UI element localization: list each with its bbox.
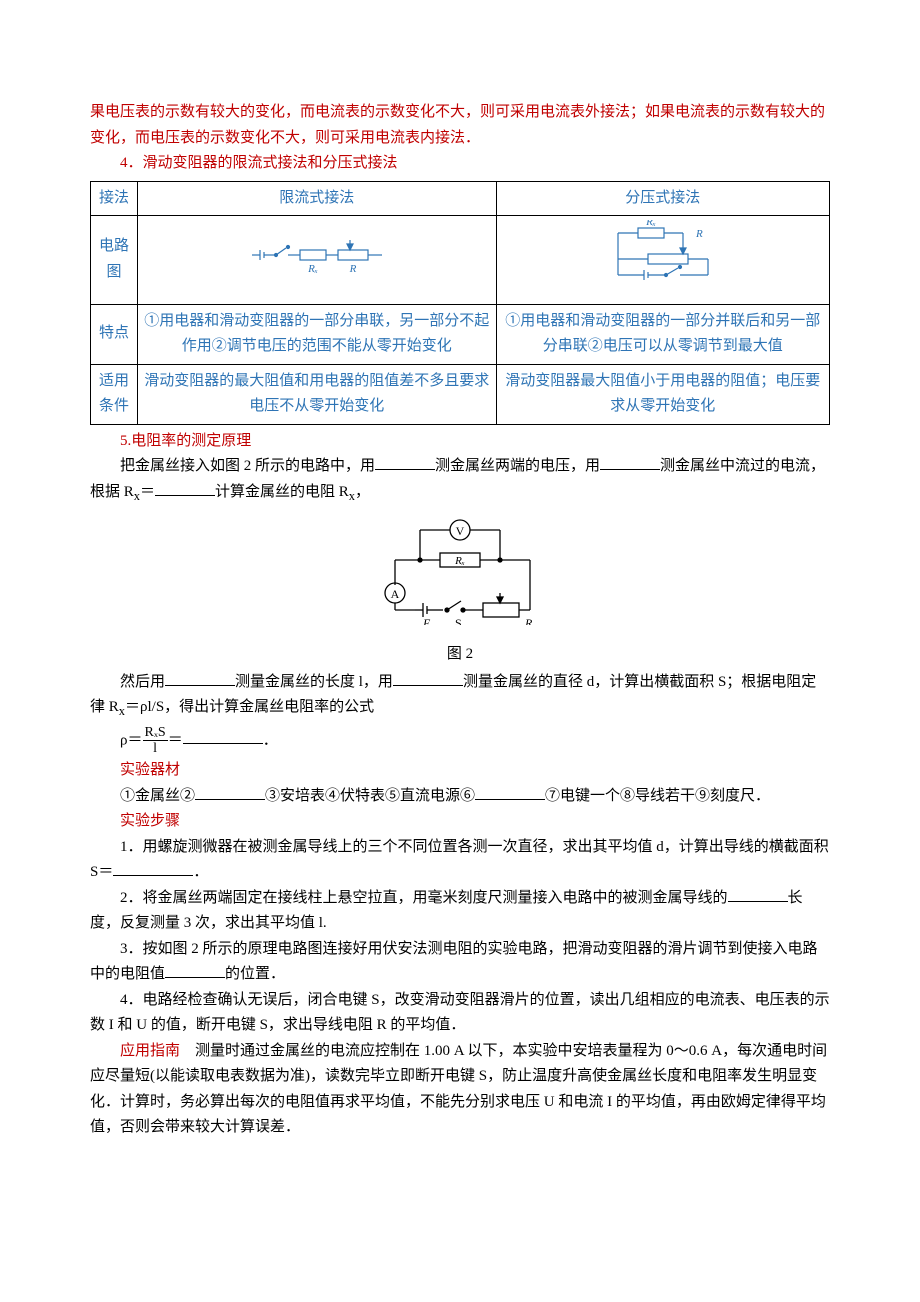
equip-b: ③安培表④伏特表⑤直流电源⑥ (265, 788, 475, 804)
principle-p2: 然后用测量金属丝的长度 l，用测量金属丝的直径 d，计算出横截面积 S；根据电阻… (90, 670, 830, 723)
table-row-conditions: 适用条件 滑动变阻器的最大阻值和用电器的阻值差不多且要求电压不从零开始变化 滑动… (91, 364, 830, 424)
application-guide: 应用指南 测量时通过金属丝的电流应控制在 1.00 A 以下，本实验中安培表量程… (90, 1039, 830, 1141)
svg-text:Rₓ: Rₓ (645, 220, 656, 228)
step-4: 4．电路经检查确认无误后，闭合电键 S，改变滑动变阻器滑片的位置，读出几组相应的… (90, 988, 830, 1039)
step-1: 1．用螺旋测微器在被测金属导线上的三个不同位置各测一次直径，求出其平均值 d，计… (90, 835, 830, 886)
th-current-limiting: 限流式接法 (137, 181, 496, 216)
p6d: ＝ρl/S，得出计算金属丝电阻率的公式 (125, 699, 374, 715)
equipment-list: ①金属丝② ③安培表④伏特表⑤直流电源⑥ ⑦电键一个⑧导线若干⑨刻度尺． (90, 784, 830, 810)
formula-eq: ＝ (168, 732, 183, 748)
step-3: 3．按如图 2 所示的原理电路图连接好用伏安法测电阻的实验电路，把滑动变阻器的滑… (90, 937, 830, 988)
p6b: 测量金属丝的长度 l，用 (235, 674, 393, 690)
cell-features-label: 特点 (91, 304, 138, 364)
cell-conditions-label: 适用条件 (91, 364, 138, 424)
circuit-divider-svg: Rₓ R (588, 220, 738, 290)
blank-length (728, 901, 788, 902)
p5a: 把金属丝接入如图 2 所示的电路中，用 (120, 458, 375, 474)
equip-c: ⑦电键一个⑧导线若干⑨刻度尺． (545, 788, 770, 804)
th-voltage-divider: 分压式接法 (496, 181, 829, 216)
circuit-limiting-svg: Rₓ R (242, 230, 392, 280)
cell-features-divider: ①用电器和滑动变阻器的一部分并联后和另一部分串联②电压可以从零调节到最大值 (496, 304, 829, 364)
s3a: 3．按如图 2 所示的原理电路图连接好用伏安法测电阻的实验电路，把滑动变阻器的滑… (90, 941, 818, 983)
guide-title: 应用指南 (120, 1043, 180, 1059)
steps-title: 实验步骤 (90, 809, 830, 835)
blank-ruler (165, 685, 235, 686)
table-header: 接法 限流式接法 分压式接法 (91, 181, 830, 216)
formula-lhs: ρ＝ (120, 732, 143, 748)
section-5-title: 5.电阻率的测定原理 (90, 429, 830, 455)
svg-text:V: V (456, 524, 465, 538)
s1b: ． (193, 864, 208, 880)
table-row-features: 特点 ①用电器和滑动变阻器的一部分串联，另一部分不起作用②调节电压的范围不能从零… (91, 304, 830, 364)
table-row-circuit: 电路图 Rₓ (91, 216, 830, 305)
figure-2-svg: V Rₓ A (375, 515, 545, 625)
blank-micrometer (393, 685, 463, 686)
p5f: ， (355, 484, 370, 500)
blank-ammeter (600, 469, 660, 470)
blank-position (165, 977, 225, 978)
s3b: 的位置． (225, 966, 285, 982)
svg-text:R: R (524, 616, 533, 625)
cell-circuit-label: 电路图 (91, 216, 138, 305)
p5d: ＝ (140, 484, 155, 500)
svg-text:S: S (455, 616, 462, 625)
frac-num: RₓS (143, 725, 168, 741)
svg-text:E: E (422, 616, 431, 625)
frac-den: l (143, 741, 168, 756)
rho-formula: ρ＝RₓSl＝ ． (90, 725, 830, 757)
principle-p1: 把金属丝接入如图 2 所示的电路中，用测金属丝两端的电压，用测金属丝中流过的电流… (90, 454, 830, 507)
p5e: 计算金属丝的电阻 R (215, 484, 349, 500)
cell-conditions-limiting: 滑动变阻器的最大阻值和用电器的阻值差不多且要求电压不从零开始变化 (137, 364, 496, 424)
cell-conditions-divider: 滑动变阻器最大阻值小于用电器的阻值；电压要求从零开始变化 (496, 364, 829, 424)
blank-rho-result (183, 743, 263, 744)
figure-2-caption: 图 2 (90, 642, 830, 668)
blank-voltmeter (375, 469, 435, 470)
svg-text:R: R (695, 228, 703, 240)
s2a: 2．将金属丝两端固定在接线柱上悬空拉直，用毫米刻度尺测量接入电路中的被测金属导线… (120, 890, 728, 906)
svg-text:Rₓ: Rₓ (307, 263, 318, 275)
blank-equip-6 (475, 799, 545, 800)
guide-body: 测量时通过金属丝的电流应控制在 1.00 A 以下，本实验中安培表量程为 0～0… (90, 1043, 827, 1136)
svg-text:A: A (391, 587, 400, 601)
equip-a: ①金属丝② (120, 788, 195, 804)
svg-text:R: R (348, 263, 356, 275)
figure-2: V Rₓ A (90, 515, 830, 635)
formula-end: ． (263, 732, 278, 748)
intro-text: 果电压表的示数有较大的变化，而电流表的示数变化不大，则可采用电流表外接法；如果电… (90, 100, 830, 151)
blank-area (113, 875, 193, 876)
section-4-title: 4．滑动变阻器的限流式接法和分压式接法 (90, 151, 830, 177)
cell-features-limiting: ①用电器和滑动变阻器的一部分串联，另一部分不起作用②调节电压的范围不能从零开始变… (137, 304, 496, 364)
cell-circuit-divider: Rₓ R (496, 216, 829, 305)
step-2: 2．将金属丝两端固定在接线柱上悬空拉直，用毫米刻度尺测量接入电路中的被测金属导线… (90, 886, 830, 937)
p6a: 然后用 (120, 674, 165, 690)
methods-table: 接法 限流式接法 分压式接法 电路图 (90, 181, 830, 425)
formula-fraction: RₓSl (143, 725, 168, 757)
svg-text:Rₓ: Rₓ (454, 555, 465, 567)
cell-circuit-limiting: Rₓ R (137, 216, 496, 305)
equipment-title: 实验器材 (90, 758, 830, 784)
blank-formula-r (155, 495, 215, 496)
p5b: 测金属丝两端的电压，用 (435, 458, 600, 474)
th-method: 接法 (91, 181, 138, 216)
blank-equip-2 (195, 799, 265, 800)
